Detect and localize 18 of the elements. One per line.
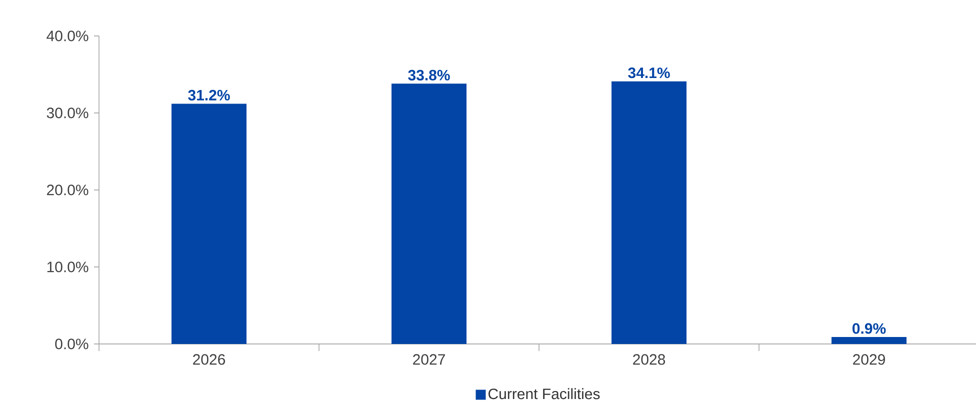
y-tick-label: 0.0% bbox=[55, 338, 88, 350]
y-tick-label: 20.0% bbox=[47, 184, 88, 196]
y-tick-label: 40.0% bbox=[46, 30, 88, 42]
data-label: 33.8% bbox=[408, 70, 450, 80]
data-label: 34.1% bbox=[628, 68, 670, 78]
data-label: 31.2% bbox=[188, 90, 230, 101]
bar bbox=[172, 104, 247, 344]
x-tick-label: 2027 bbox=[413, 354, 445, 365]
x-tick-label: 2026 bbox=[193, 354, 226, 365]
y-tick-label: 30.0% bbox=[46, 108, 88, 118]
data-label: 0.9% bbox=[852, 323, 886, 334]
bar bbox=[392, 84, 467, 344]
bar bbox=[612, 81, 687, 344]
x-tick-label: 2029 bbox=[853, 354, 885, 365]
bar bbox=[832, 337, 907, 344]
y-tick-label: 10.0% bbox=[47, 262, 88, 272]
x-tick-label: 2028 bbox=[633, 354, 666, 365]
legend-label: Current Facilities bbox=[488, 388, 600, 400]
